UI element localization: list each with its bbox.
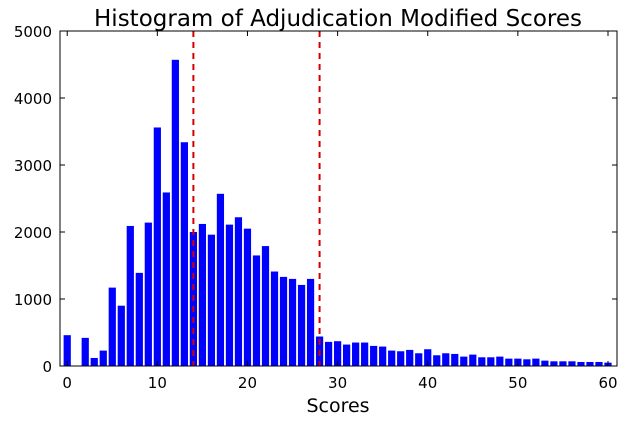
histogram-bar: [541, 360, 549, 366]
histogram-bar: [306, 278, 315, 366]
histogram-bar: [153, 127, 161, 366]
histogram-bar: [451, 353, 459, 366]
histogram-bar: [126, 225, 134, 366]
histogram-bar: [352, 342, 360, 366]
histogram-bar: [487, 357, 495, 366]
histogram-bar: [586, 361, 594, 366]
histogram-bar: [424, 349, 432, 366]
histogram-bar: [99, 350, 107, 366]
histogram-bar: [297, 284, 306, 366]
y-tick-label: 2000: [14, 224, 52, 242]
y-tick-label: 4000: [14, 90, 52, 108]
histogram-bar: [198, 223, 207, 366]
histogram-bar: [433, 355, 441, 366]
histogram-bar: [162, 192, 170, 366]
x-axis-label: Scores: [306, 395, 369, 417]
histogram-bar: [108, 287, 116, 366]
histogram-bar: [415, 353, 423, 366]
y-tick-label: 3000: [14, 157, 52, 175]
histogram-bar: [388, 350, 396, 366]
histogram-bar: [270, 271, 279, 366]
histogram-bar: [90, 357, 98, 366]
x-tick-label: 10: [148, 374, 167, 392]
histogram-bar: [261, 246, 270, 366]
histogram-bar: [469, 354, 477, 366]
histogram-bar: [442, 353, 450, 366]
y-tick-label: 0: [42, 358, 52, 376]
histogram-bar: [81, 337, 89, 366]
x-tick-label: 50: [508, 374, 527, 392]
histogram-bar: [550, 361, 558, 366]
histogram-bar: [595, 361, 603, 366]
x-tick-label: 40: [418, 374, 437, 392]
histogram-bar: [478, 357, 486, 366]
histogram-bar: [117, 305, 125, 366]
histogram-bar: [225, 224, 234, 366]
histogram-bar: [63, 335, 71, 366]
y-tick-label: 1000: [14, 291, 52, 309]
histogram-bar: [523, 359, 531, 366]
histogram-bar: [496, 356, 504, 366]
histogram-bar: [324, 341, 333, 366]
histogram-bar: [135, 272, 143, 366]
histogram-bar: [370, 345, 378, 366]
histogram-bar: [343, 344, 351, 366]
histogram-bar: [216, 193, 225, 366]
histogram-bar: [559, 361, 567, 366]
x-tick-label: 20: [238, 374, 257, 392]
histogram-bar: [568, 361, 576, 366]
y-tick-label: 5000: [14, 23, 52, 41]
histogram-bar: [180, 142, 188, 366]
histogram-bar: [333, 341, 342, 366]
histogram-bar: [406, 349, 414, 366]
x-tick-label: 0: [62, 374, 72, 392]
x-tick-label: 30: [328, 374, 347, 392]
histogram-bar: [505, 358, 513, 366]
histogram-bar: [144, 222, 152, 366]
histogram-bar: [288, 278, 297, 366]
x-tick-label: 60: [598, 374, 617, 392]
histogram-bar: [397, 351, 405, 366]
histogram-bar: [234, 217, 243, 366]
histogram-bar: [207, 234, 216, 366]
histogram-bar: [361, 342, 369, 366]
plot-area: 0 10 20 30 40 50 60 0 1000 2000 3000 4000 5000: [14, 23, 618, 392]
chart-title: Histogram of Adjudication Modified Score…: [94, 6, 582, 32]
histogram-bar: [171, 59, 179, 367]
histogram-bar: [252, 255, 261, 366]
histogram-bar: [243, 228, 252, 366]
histogram-bar: [379, 346, 387, 366]
histogram-bar: [460, 356, 468, 366]
histogram-bar: [279, 276, 288, 366]
histogram-bar: [532, 358, 540, 366]
histogram-bar: [577, 361, 585, 366]
plot-frame: [59, 30, 618, 367]
